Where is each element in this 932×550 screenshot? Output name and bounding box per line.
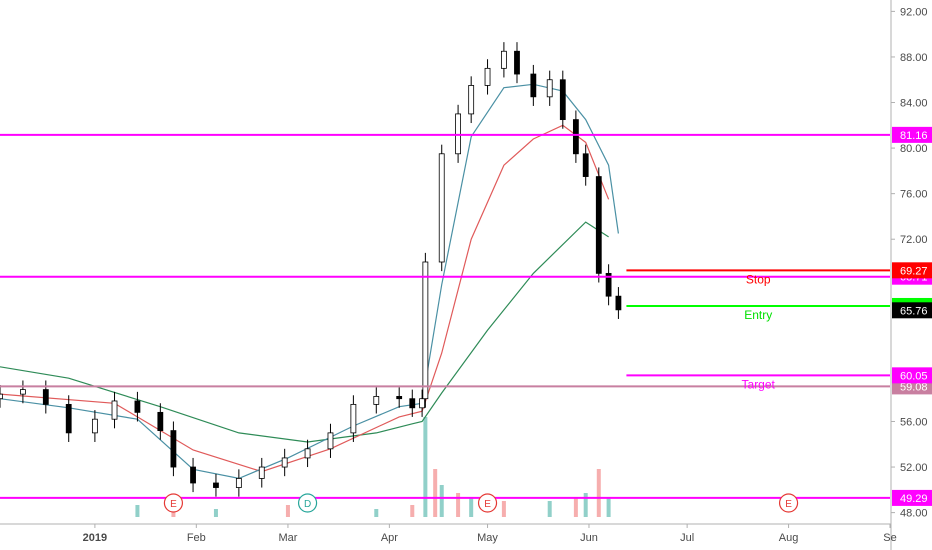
- price-tick-label: 56.00: [900, 416, 928, 428]
- volume-bar: [433, 469, 438, 517]
- time-tick-label: Mar: [278, 532, 297, 544]
- time-tick-label: Apr: [381, 532, 398, 544]
- time-tick-label: Jul: [680, 532, 694, 544]
- event-marker-label: E: [484, 499, 491, 510]
- event-marker-label: D: [304, 499, 311, 510]
- candle-down[interactable]: [157, 411, 164, 431]
- level-badge: 49.29: [900, 493, 928, 505]
- last-price-badge-bg: [892, 302, 932, 319]
- candle-up[interactable]: [111, 400, 118, 420]
- candle-down[interactable]: [572, 119, 579, 155]
- candle-up[interactable]: [373, 396, 380, 405]
- level-badge-bg: [892, 126, 932, 143]
- candle-down[interactable]: [514, 50, 520, 75]
- volume-bar: [573, 497, 578, 517]
- candle-down[interactable]: [615, 295, 622, 311]
- candle-up[interactable]: [468, 85, 475, 115]
- candle-up[interactable]: [91, 418, 98, 434]
- target-badge: 60.05: [900, 370, 928, 382]
- candle-down[interactable]: [595, 176, 602, 274]
- price-tick-label: 80.00: [900, 143, 928, 155]
- event-marker-e[interactable]: [778, 493, 799, 513]
- candle-up[interactable]: [327, 432, 334, 450]
- candle-down[interactable]: [409, 398, 416, 409]
- volume-bar: [583, 493, 588, 517]
- candle-up[interactable]: [484, 67, 491, 86]
- candle-up[interactable]: [546, 79, 553, 98]
- candle-down[interactable]: [134, 400, 141, 413]
- last-price-badge: 65.76: [900, 305, 928, 317]
- candle-up[interactable]: [20, 389, 26, 395]
- entry-label: Entry: [744, 308, 772, 322]
- event-marker-e[interactable]: [477, 493, 498, 513]
- candle-up[interactable]: [235, 478, 242, 488]
- stop-label: Stop: [746, 272, 771, 286]
- event-marker-d[interactable]: [297, 493, 318, 513]
- candle-down[interactable]: [213, 482, 219, 488]
- candle-up[interactable]: [455, 113, 461, 155]
- target-badge-bg: [892, 367, 932, 384]
- time-tick-label: May: [477, 532, 498, 544]
- time-tick-label: 2019: [83, 532, 107, 544]
- volume-bar: [469, 497, 474, 517]
- candle-down[interactable]: [559, 79, 566, 121]
- candle-up[interactable]: [500, 50, 507, 69]
- event-marker-label: E: [170, 499, 177, 510]
- price-tick-label: 48.00: [900, 508, 928, 520]
- time-tick-label: Feb: [187, 532, 206, 544]
- volume-bar: [135, 505, 140, 517]
- volume-bar: [374, 509, 379, 517]
- candle-up[interactable]: [438, 153, 445, 263]
- stop-badge-bg: [892, 262, 932, 279]
- event-marker-e[interactable]: [163, 493, 184, 513]
- volume-bar: [423, 417, 428, 517]
- price-tick-label: 72.00: [900, 234, 928, 246]
- level-badge: 59.08: [900, 381, 928, 393]
- candle-up[interactable]: [258, 466, 265, 479]
- price-tick-label: 76.00: [900, 189, 928, 201]
- candle-down[interactable]: [582, 153, 589, 177]
- candle-up[interactable]: [422, 261, 429, 400]
- time-tick-label: Aug: [779, 532, 799, 544]
- volume-bar: [456, 493, 461, 517]
- candle-up[interactable]: [419, 398, 425, 409]
- volume-bar: [213, 509, 218, 517]
- candle-down[interactable]: [530, 73, 537, 98]
- time-tick-label: Jun: [580, 532, 598, 544]
- time-tick-label: Se: [883, 532, 896, 544]
- volume-bar: [606, 497, 611, 517]
- candle-up[interactable]: [0, 393, 3, 400]
- level-badge-bg: [892, 489, 932, 506]
- target-label: Target: [742, 377, 776, 391]
- candle-down[interactable]: [605, 272, 612, 297]
- candle-down[interactable]: [42, 389, 49, 405]
- candle-up[interactable]: [350, 403, 357, 434]
- candle-down[interactable]: [65, 403, 72, 434]
- price-tick-label: 88.00: [900, 52, 928, 64]
- price-tick-label: 92.00: [900, 6, 928, 18]
- stop-badge: 69.27: [900, 265, 928, 277]
- price-tick-label: 84.00: [900, 98, 928, 110]
- candle-down[interactable]: [170, 430, 177, 468]
- candle-up[interactable]: [281, 457, 288, 468]
- volume-bar: [596, 469, 601, 517]
- level-badge: 81.16: [900, 130, 928, 142]
- candle-down[interactable]: [396, 396, 403, 400]
- candle-up[interactable]: [304, 448, 311, 459]
- price-tick-label: 52.00: [900, 462, 928, 474]
- candle-down[interactable]: [190, 466, 196, 484]
- volume-bar: [547, 501, 552, 517]
- volume-bar: [439, 485, 444, 517]
- volume-bar: [501, 501, 506, 517]
- event-marker-label: E: [785, 499, 792, 510]
- volume-bar: [285, 505, 290, 517]
- volume-bar: [410, 505, 415, 517]
- ma-medium-line: [0, 124, 610, 473]
